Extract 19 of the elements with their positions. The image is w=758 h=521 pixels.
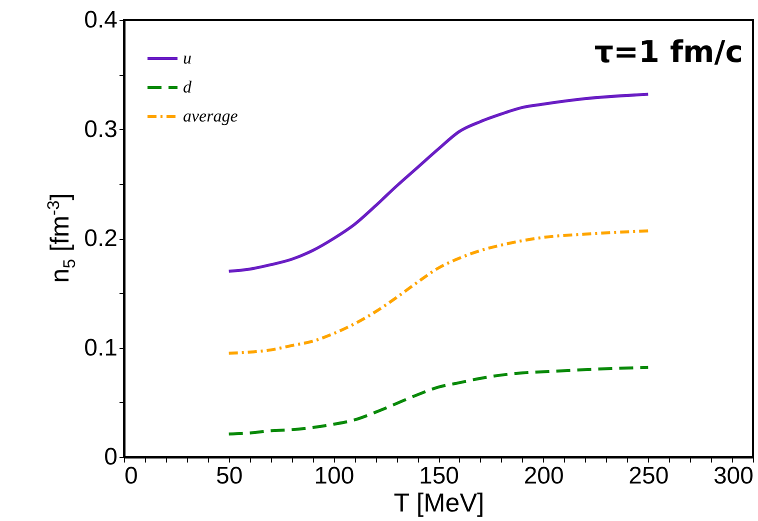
x-tick-label: 50 bbox=[216, 462, 243, 490]
x-tick-label: 100 bbox=[314, 462, 354, 490]
legend-label: u bbox=[183, 48, 192, 68]
x-axis-title: T [MeV] bbox=[394, 488, 484, 518]
line-series bbox=[227, 366, 650, 436]
y-tick-label: 0.4 bbox=[84, 6, 118, 34]
legend-label: average bbox=[183, 106, 238, 126]
x-tick-label: 0 bbox=[124, 462, 138, 490]
x-tick-label: 300 bbox=[713, 462, 754, 490]
y-tick-label: 0.3 bbox=[84, 116, 118, 143]
x-tick-label: 250 bbox=[628, 462, 669, 490]
text: τ=1 fm/c bbox=[594, 35, 743, 70]
x-tick-label: 200 bbox=[524, 462, 564, 490]
legend-label: d bbox=[183, 78, 192, 96]
y-tick-label: 0.1 bbox=[84, 334, 118, 362]
x-tick-label: 150 bbox=[418, 462, 460, 490]
y-tick-label: 0.2 bbox=[84, 225, 118, 252]
y-tick-label: 0 bbox=[104, 444, 118, 470]
line-series bbox=[227, 229, 650, 355]
